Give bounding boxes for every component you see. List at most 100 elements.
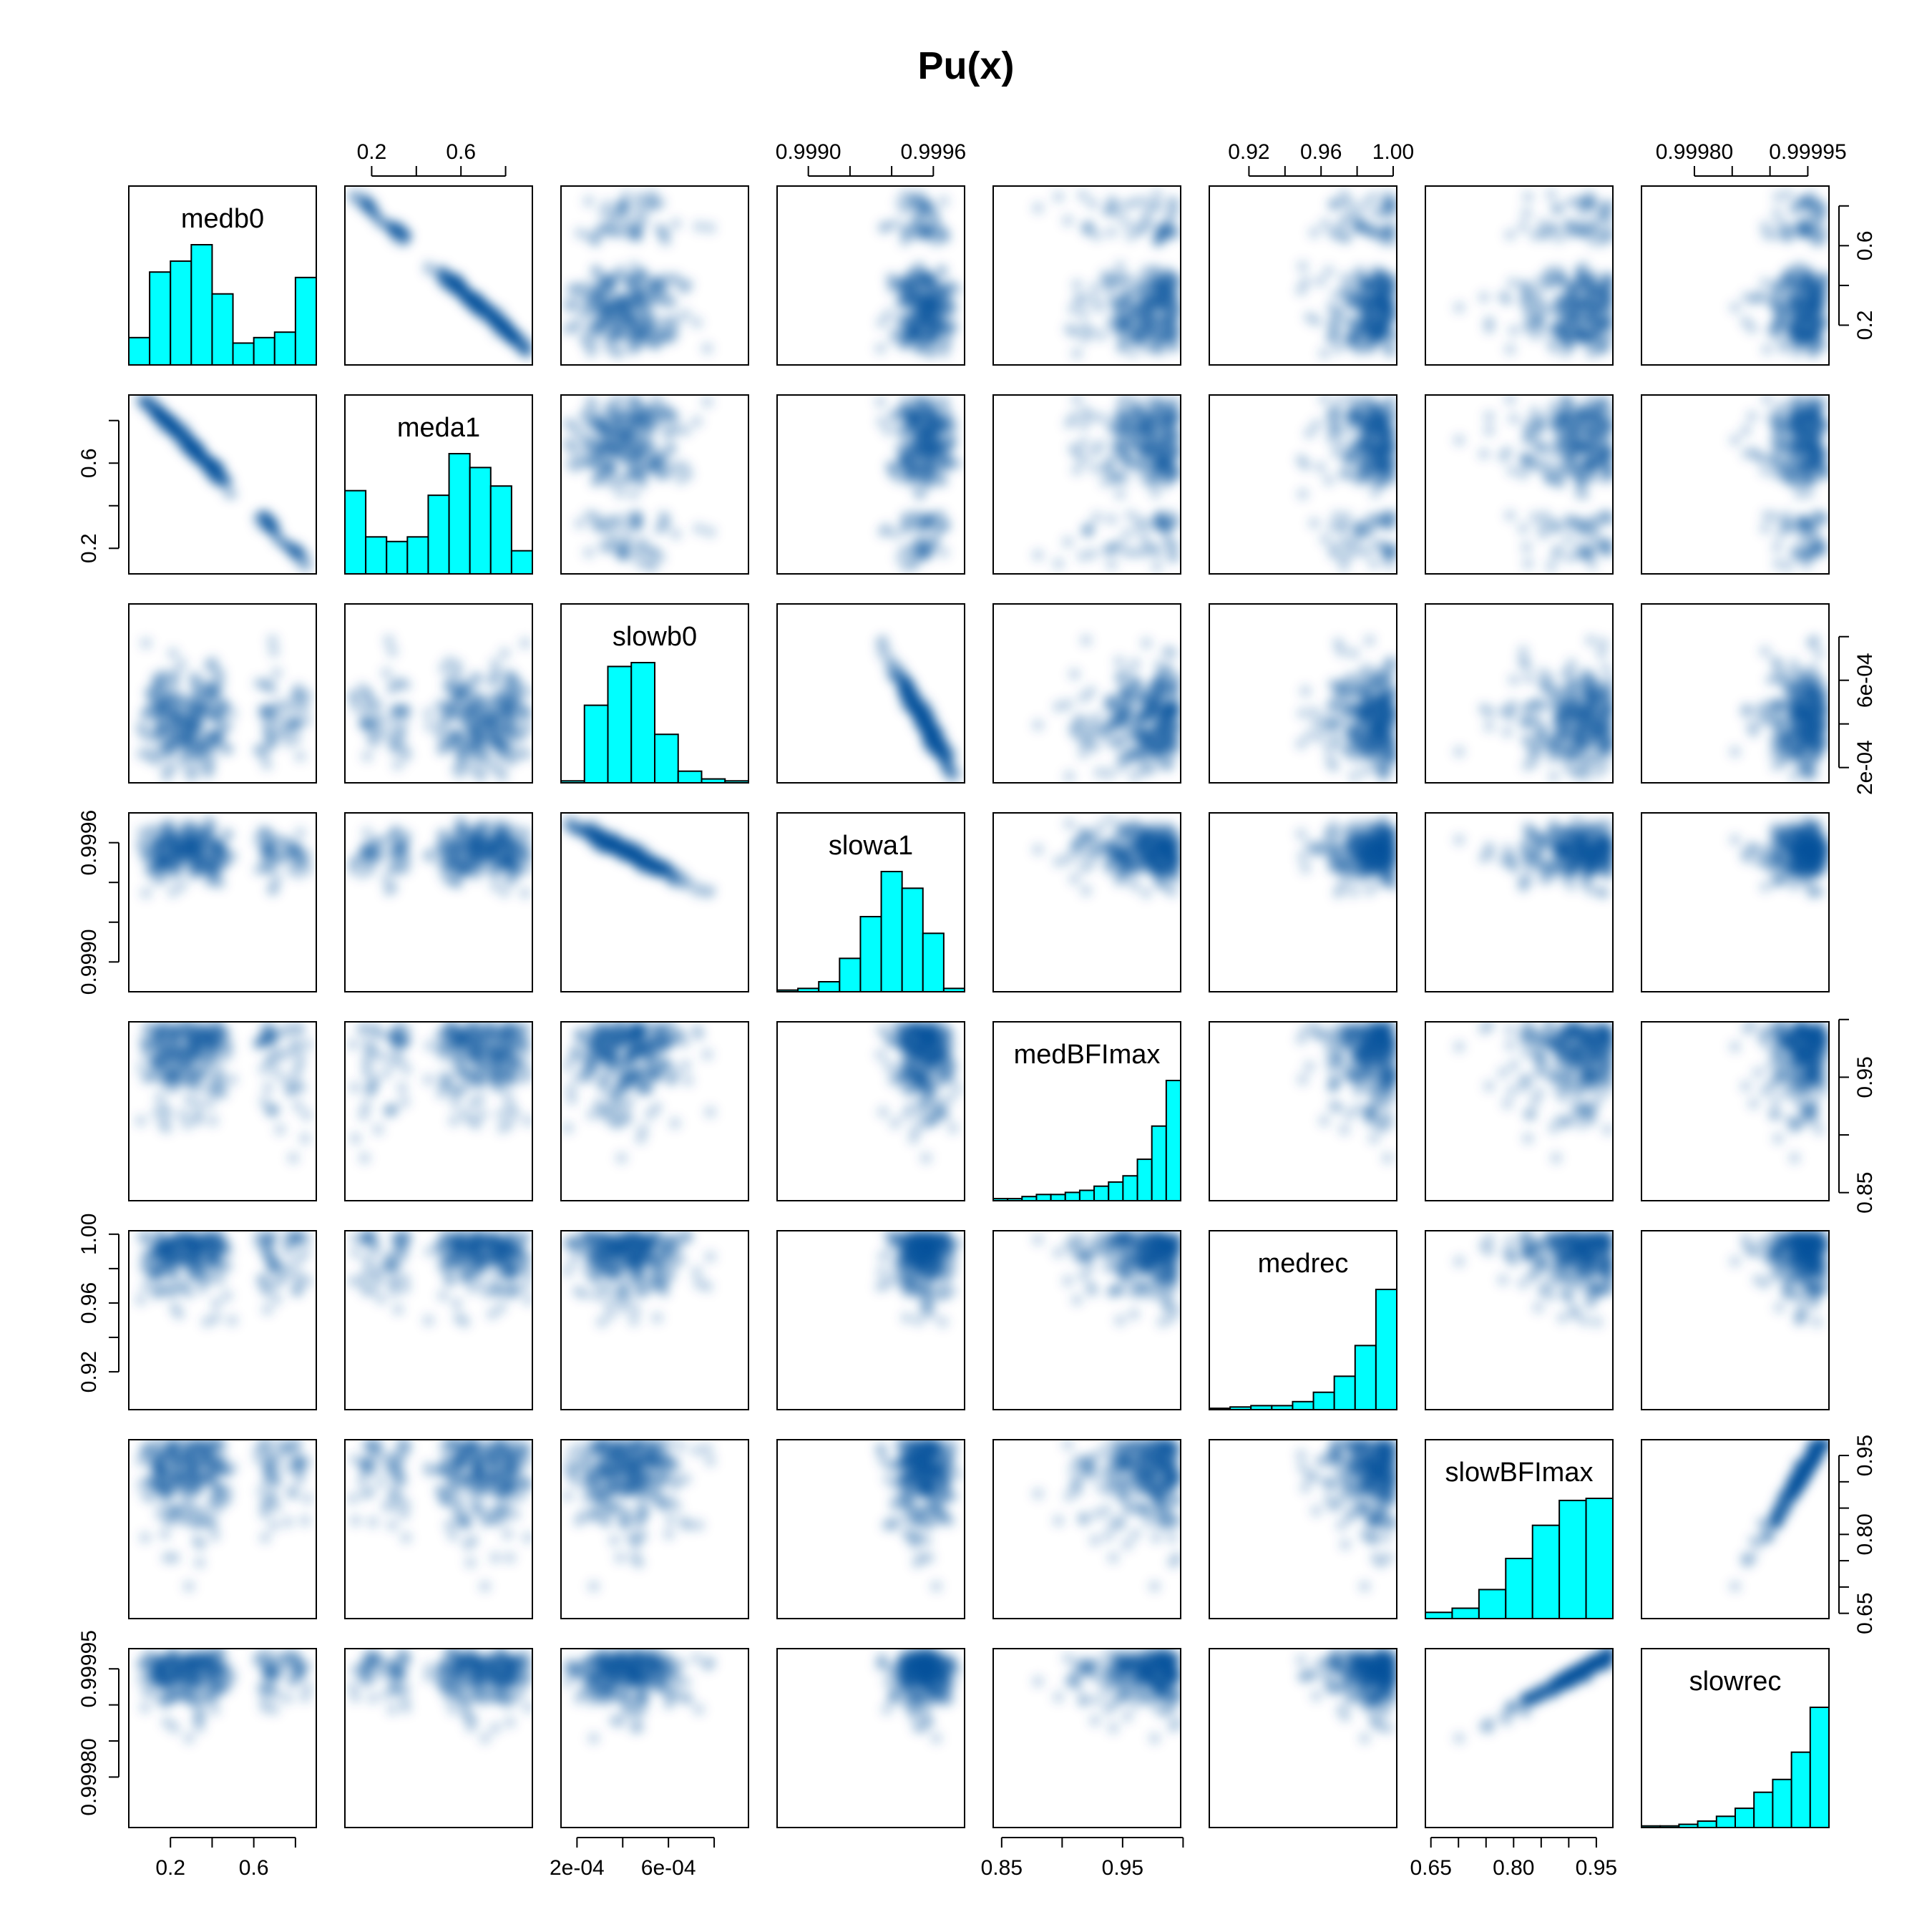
density-points <box>1453 187 1613 360</box>
tick-label: 0.99995 <box>77 1630 101 1707</box>
panel-frame <box>1425 1439 1614 1619</box>
tick-label: 0.85 <box>1853 1172 1877 1214</box>
panel-medrec-vs-slowb0 <box>560 1230 749 1410</box>
histogram-bar <box>1312 1391 1335 1410</box>
tick-label: 0.9996 <box>77 810 101 876</box>
panel-meda1-vs-medrec <box>1209 394 1397 575</box>
panel-frame <box>1425 812 1614 992</box>
density-points <box>134 1022 314 1165</box>
histogram-bar <box>1078 1189 1096 1201</box>
histogram-bar <box>859 916 882 992</box>
bottom-axis-slowBFImax: 0.65 0.80 0.95 <box>1410 1837 1617 1880</box>
panel-slowa1-vs-meda1 <box>344 812 533 992</box>
variable-label: medb0 <box>181 204 264 234</box>
density-points <box>1294 1440 1397 1593</box>
density-points <box>1453 1231 1613 1329</box>
density-points <box>346 1649 532 1745</box>
panel-frame <box>128 1230 317 1410</box>
histogram-bar <box>1772 1778 1792 1828</box>
panel-frame <box>992 812 1181 992</box>
tick-label: 0.96 <box>77 1282 101 1324</box>
panel-medrec-vs-slowrec <box>1641 1230 1830 1410</box>
histogram-bar <box>1753 1791 1774 1828</box>
density-points <box>1453 395 1613 573</box>
panel-slowrec-vs-meda1 <box>344 1648 533 1828</box>
density-points <box>1031 187 1181 360</box>
density-points <box>134 633 314 783</box>
histogram-bar <box>211 293 234 365</box>
panel-frame <box>776 1439 965 1619</box>
density-points <box>1294 814 1397 900</box>
bottom-axis-medBFImax: 0.85 0.95 <box>981 1837 1184 1880</box>
panel-frame <box>1209 185 1397 366</box>
density-points <box>134 395 314 573</box>
histogram-bar <box>1136 1158 1153 1201</box>
bottom-axis-slowb0: 2e-04 6e-04 <box>550 1837 716 1880</box>
panel-slowb0-vs-medb0 <box>128 603 317 784</box>
panel-medb0-vs-medBFImax <box>992 185 1181 366</box>
panel-medrec-vs-slowBFImax <box>1425 1230 1614 1410</box>
tick-label: 0.95 <box>1576 1856 1617 1880</box>
density-points <box>346 1440 532 1593</box>
panel-frame <box>560 1021 749 1201</box>
panel-meda1-vs-medBFImax <box>992 394 1181 575</box>
panel-frame <box>1425 1648 1614 1828</box>
panel-slowa1-vs-slowrec <box>1641 812 1830 992</box>
panel-frame <box>560 1648 749 1828</box>
density-points <box>561 1231 717 1329</box>
tick-label: 0.95 <box>1853 1435 1877 1476</box>
tick-label: 0.92 <box>77 1351 101 1392</box>
density-points <box>346 187 532 360</box>
right-axis-medBFImax: 0.85 0.95 <box>1838 1018 1877 1214</box>
tick-label: 0.80 <box>1853 1513 1877 1555</box>
tick-label: 2e-04 <box>1853 740 1877 795</box>
panel-slowBFImax-vs-slowrec <box>1641 1439 1830 1619</box>
density-points <box>561 187 717 360</box>
histogram-bar <box>1715 1815 1737 1828</box>
density-points <box>1728 187 1829 360</box>
panel-slowb0-vs-slowa1 <box>776 603 965 784</box>
chart-title: Pu(x) <box>918 44 1015 87</box>
histogram-bar <box>1809 1707 1829 1828</box>
tick-label: 0.9996 <box>900 140 966 164</box>
panel-slowa1-vs-slowb0 <box>560 812 749 992</box>
histogram-bar <box>630 662 655 783</box>
panel-meda1-vs-slowrec <box>1641 394 1830 575</box>
histogram-bar <box>190 244 213 365</box>
tick-label: 0.2 <box>1853 311 1877 341</box>
histogram-bar <box>583 704 609 783</box>
density-points <box>134 1440 314 1593</box>
panel-frame <box>344 1648 533 1828</box>
bottom-axis-medb0: 0.2 0.6 <box>155 1837 296 1880</box>
tick-label: 0.99995 <box>1769 140 1846 164</box>
tick-label: 0.6 <box>1853 230 1877 260</box>
left-axis-meda1: 0.2 0.6 <box>77 419 119 563</box>
panel-frame <box>1425 603 1614 784</box>
histogram-bar <box>273 331 296 365</box>
panel-slowBFImax-vs-medrec <box>1209 1439 1397 1619</box>
tick-label: 0.99980 <box>1656 140 1733 164</box>
histogram-bar <box>901 887 924 992</box>
tick-label: 0.96 <box>1300 140 1342 164</box>
tick-label: 0.95 <box>1102 1856 1143 1880</box>
density-points <box>1453 814 1613 900</box>
panel-slowa1-vs-slowa1: slowa1 <box>776 812 965 992</box>
density-points <box>874 1022 964 1165</box>
histogram-bar <box>1093 1185 1110 1201</box>
panel-slowb0-vs-medBFImax <box>992 603 1181 784</box>
panel-medb0-vs-meda1 <box>344 185 533 366</box>
variable-label: meda1 <box>397 413 480 443</box>
tick-label: 0.6 <box>77 448 101 478</box>
panel-meda1-vs-medb0 <box>128 394 317 575</box>
histogram-bar <box>1151 1125 1167 1201</box>
density-points <box>346 814 532 900</box>
tick-label: 0.65 <box>1853 1592 1877 1634</box>
top-axis-slowa1: 0.9990 0.9996 <box>776 140 966 177</box>
density-points <box>874 1440 964 1593</box>
histogram-bar <box>406 536 429 574</box>
histogram-bar <box>1165 1080 1181 1201</box>
density-points <box>1728 1231 1829 1329</box>
histogram-bar <box>942 987 965 992</box>
tick-label: 0.9990 <box>776 140 841 164</box>
panel-slowBFImax-vs-slowa1 <box>776 1439 965 1619</box>
